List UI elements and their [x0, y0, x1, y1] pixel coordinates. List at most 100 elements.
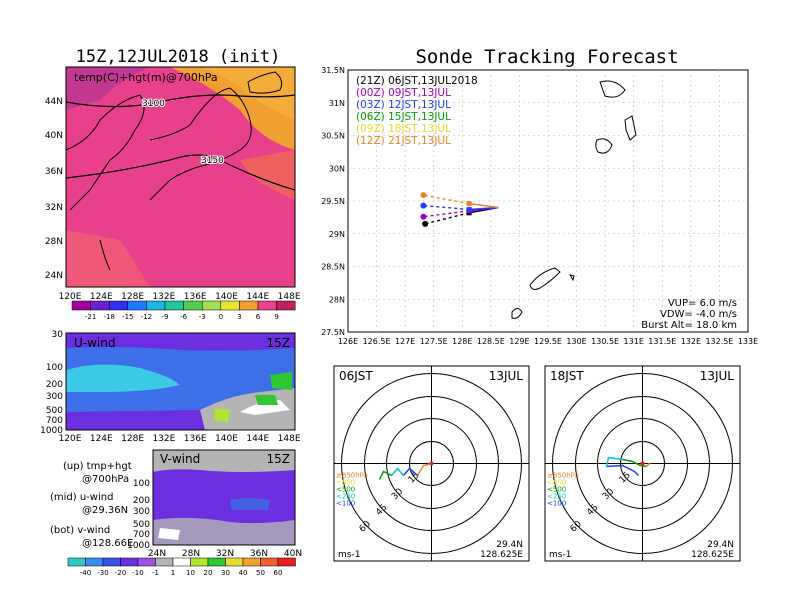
temp-colorbar-swatch	[276, 300, 296, 311]
pressure-tick-label: 100	[133, 479, 150, 489]
temp-colorbar-label: -12	[141, 313, 152, 321]
hodograph-lat: 29.4N	[707, 540, 734, 550]
level-legend: <850	[336, 479, 355, 487]
wind-colorbar-swatch	[102, 557, 121, 567]
temp-colorbar: -21 -18 -15 -12 -9 -6 -3 0 3 6 9	[71, 300, 296, 321]
temp-map-lat-axis: 44N 40N 36N 32N 28N 24N	[45, 97, 63, 281]
track-legend: (21Z) 06JST,13JUL2018(00Z) 09JST,13JUL(0…	[356, 75, 478, 147]
temp-colorbar-swatch	[71, 300, 91, 311]
track-descent-line	[424, 212, 470, 225]
temp-colorbar-swatch	[90, 300, 110, 311]
x-tick-label: 128E	[452, 337, 472, 346]
y-tick-label: 27.5N	[321, 328, 345, 337]
temp-colorbar-label: -15	[122, 313, 133, 321]
x-tick-label: 129E	[509, 337, 529, 346]
hodograph-trace	[416, 462, 432, 476]
level-legend: <250	[547, 493, 566, 501]
wind-colorbar-swatch	[260, 557, 279, 567]
wind-colorbar-swatch	[120, 557, 139, 567]
wind-colorbar-swatch	[225, 557, 244, 567]
wind-colorbar-label: 1	[171, 569, 175, 577]
x-tick-label: 131.5E	[648, 337, 676, 346]
lat-tick-label: 28N	[182, 549, 200, 559]
wind-colorbar-label: 40	[239, 569, 248, 577]
lon-tick-label: 144E	[246, 292, 269, 302]
wind-colorbar-swatch	[137, 557, 156, 567]
track-ascent-line	[469, 202, 499, 209]
lon-tick-label: 120E	[59, 292, 82, 302]
uwind-panel	[65, 332, 296, 431]
hodograph-unit: ms-1	[338, 550, 360, 560]
temp-colorbar-swatch	[257, 300, 277, 311]
wind-colorbar-label: 20	[204, 569, 213, 577]
track-descent-line	[423, 210, 470, 218]
x-tick-label: 126.5E	[363, 337, 391, 346]
lon-tick-label: 124E	[90, 292, 113, 302]
uwind-lon-axis: 120E 124E 128E 132E 136E 140E 144E 148E	[59, 434, 301, 444]
pressure-tick-label: 500	[46, 406, 63, 416]
pressure-tick-label: 500	[133, 520, 150, 530]
lon-tick-label: 120E	[59, 434, 82, 444]
vwind-panel	[152, 449, 296, 546]
lon-tick-label: 148E	[278, 292, 301, 302]
panel-note: @700hPa	[82, 474, 129, 485]
pressure-tick-label: 100	[46, 363, 63, 373]
lon-tick-label: 132E	[152, 434, 175, 444]
panel-note: (bot) v-wind	[50, 525, 110, 536]
temp-colorbar-swatch	[127, 300, 147, 311]
pressure-tick-label: 30	[52, 330, 64, 340]
uwind-label: U-wind	[74, 336, 115, 350]
vwind-lat-axis: 24N 28N 32N 36N 40N	[148, 549, 302, 559]
burst-marker	[466, 201, 472, 207]
wind-colorbar-swatch	[277, 557, 296, 567]
wind-colorbar-swatch	[155, 557, 174, 567]
x-tick-label: 127E	[395, 337, 415, 346]
temp-colorbar-swatch	[201, 300, 222, 311]
lat-tick-label: 24N	[45, 271, 63, 281]
hodograph-trace	[402, 467, 418, 477]
wind-colorbar-label: 60	[274, 569, 283, 577]
hodograph-origin	[429, 461, 434, 466]
wind-colorbar-swatch	[85, 557, 104, 567]
track-grid	[348, 70, 748, 332]
temp-map-lon-axis: 120E 124E 128E 132E 136E 140E 144E 148E	[59, 292, 301, 302]
level-legend: <850	[547, 479, 566, 487]
temp-map-label: temp(C)+hgt(m)@700hPa	[74, 71, 218, 84]
hodograph-trace	[606, 464, 640, 477]
lon-tick-label: 140E	[215, 292, 238, 302]
lat-tick-label: 32N	[45, 203, 63, 213]
temp-colorbar-swatch	[220, 300, 240, 311]
y-tick-label: 30.5N	[321, 132, 345, 141]
lon-tick-label: 136E	[184, 292, 207, 302]
contour-label-3150: 3150	[201, 156, 224, 166]
lon-tick-label: 148E	[278, 434, 301, 444]
temp-map: 3100 3150	[65, 66, 296, 288]
wind-colorbar-label: -40	[80, 569, 91, 577]
lon-tick-label: 136E	[184, 434, 207, 444]
contour-label-3100: 3100	[142, 99, 165, 109]
legend-entry: (21Z) 06JST,13JUL2018	[356, 75, 478, 87]
landing-point	[422, 220, 429, 227]
vwind-time: 15Z	[267, 452, 291, 466]
init-title: 15Z,12JUL2018 (init)	[76, 47, 281, 67]
hodograph-trace	[378, 470, 392, 480]
level-legend: <100	[336, 500, 355, 508]
pressure-tick-label: 700	[133, 530, 150, 540]
hodograph-date: 13JUL	[700, 369, 735, 383]
chart-title: Sonde Tracking Forecast	[415, 46, 678, 68]
wind-colorbar-swatch	[207, 557, 226, 567]
pressure-tick-label: 200	[133, 496, 150, 506]
temp-colorbar-label: 3	[237, 313, 241, 321]
temp-colorbar-label: 6	[256, 313, 261, 321]
x-tick-label: 128.5E	[477, 337, 505, 346]
lat-tick-label: 36N	[45, 167, 63, 177]
hodograph-unit: ms-1	[549, 550, 571, 560]
lat-tick-label: 28N	[45, 237, 63, 247]
x-tick-label: 130.5E	[591, 337, 619, 346]
track-descent-line	[423, 204, 470, 211]
x-tick-label: 127.5E	[420, 337, 448, 346]
x-tick-label: 126E	[338, 337, 358, 346]
temp-colorbar-label: -6	[180, 313, 188, 321]
wind-colorbar-label: 30	[221, 569, 230, 577]
